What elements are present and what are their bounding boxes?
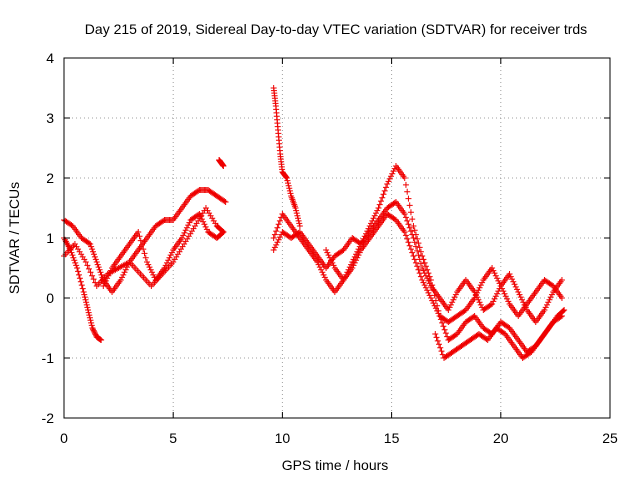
series-track-f [270, 85, 303, 229]
grid [64, 58, 610, 418]
y-tick-label: -1 [42, 350, 55, 366]
x-axis-label: GPS time / hours [282, 457, 389, 473]
x-tick-label: 10 [275, 430, 291, 446]
chart-title: Day 215 of 2019, Sidereal Day-to-day VTE… [85, 21, 587, 37]
y-tick-label: 2 [46, 170, 54, 186]
series-track-h [270, 199, 565, 325]
y-tick-label: 3 [46, 110, 54, 126]
series-track-d [100, 211, 227, 289]
series-track-i [323, 211, 565, 325]
x-tick-label: 15 [384, 430, 400, 446]
y-axis-label: SDTVAR / TECUs [6, 182, 22, 294]
y-tick-label: 0 [46, 290, 54, 306]
x-tick-label: 5 [169, 430, 177, 446]
series-track-j [432, 307, 568, 361]
x-tick-label: 0 [60, 430, 68, 446]
x-tick-label: 20 [493, 430, 509, 446]
y-tick-label: 1 [46, 230, 54, 246]
data-points [61, 85, 568, 361]
y-tick-label: 4 [46, 50, 54, 66]
axis-ticks: 0 5 10 15 20 25 -2 -1 0 1 2 3 4 [42, 50, 618, 446]
y-tick-label: -2 [42, 410, 55, 426]
x-tick-label: 25 [602, 430, 618, 446]
series-track-e [216, 157, 227, 169]
